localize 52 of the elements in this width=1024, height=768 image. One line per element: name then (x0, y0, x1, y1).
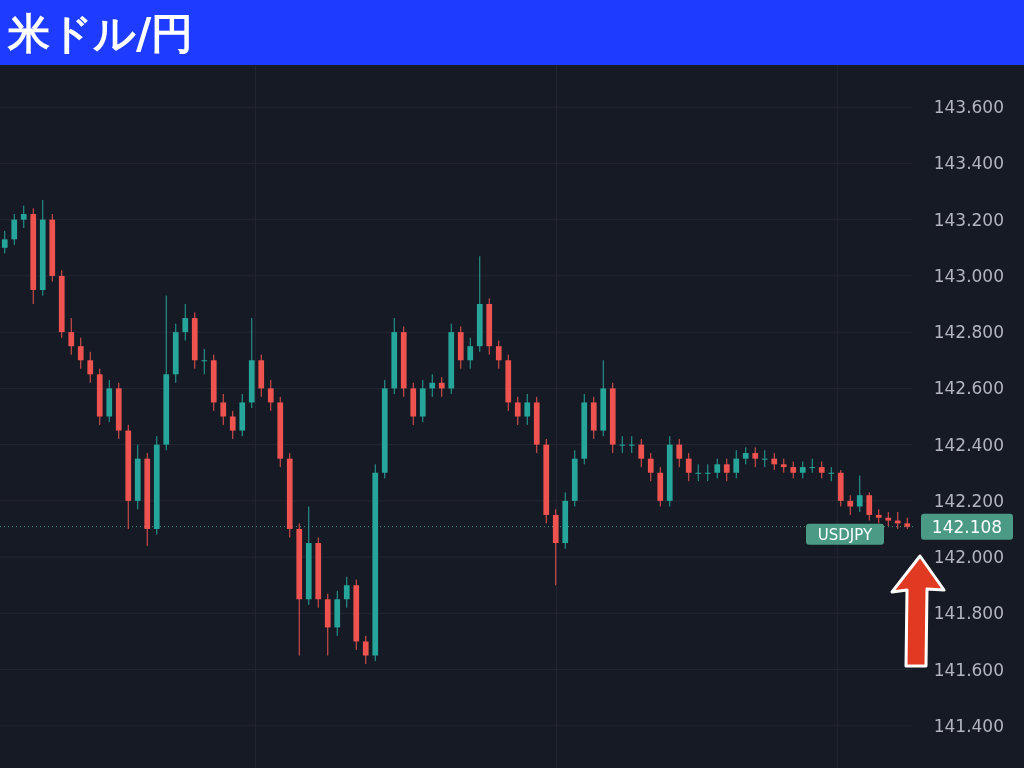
candlestick (429, 373, 436, 398)
y-tick-label: 143.200 (933, 209, 1004, 230)
ref-line-label: USDJPY (817, 525, 874, 544)
y-tick-label: 143.600 (933, 97, 1004, 118)
candlestick (182, 303, 189, 342)
candlestick (866, 491, 873, 522)
candlestick (1, 230, 8, 254)
candlestick (847, 494, 854, 516)
candlestick (828, 466, 835, 482)
y-tick-label: 142.200 (933, 490, 1004, 511)
candlestick (362, 635, 369, 665)
candlestick (11, 213, 18, 246)
candlestick (68, 317, 75, 356)
candlestick (220, 393, 227, 426)
candlestick (495, 340, 502, 370)
y-tick-label: 143.400 (933, 153, 1004, 174)
y-tick-label: 141.800 (933, 603, 1004, 624)
candlestick (761, 449, 768, 468)
candlestick (229, 410, 236, 440)
candlestick (752, 446, 759, 468)
candlestick (733, 449, 740, 479)
candlestick (628, 435, 635, 454)
candlestick (77, 337, 84, 370)
candlestick (723, 458, 730, 482)
y-tick-label: 142.400 (933, 434, 1004, 455)
chart-title: 米ドル/円 (7, 9, 194, 58)
candlestick (201, 348, 208, 375)
y-tick-label: 141.400 (933, 715, 1004, 736)
candlestick (438, 376, 445, 398)
y-tick-label: 143.000 (933, 265, 1004, 286)
candlestick (676, 438, 683, 468)
text: 142.108 (931, 516, 1003, 537)
y-tick-label: 142.000 (933, 547, 1004, 568)
candlestick (524, 393, 531, 426)
candlestick (267, 379, 274, 412)
candlestick (20, 205, 27, 229)
candlestick (647, 452, 654, 482)
y-tick-label: 142.800 (933, 322, 1004, 343)
candlestick (685, 452, 692, 482)
candlestick (638, 438, 645, 468)
candlestick (343, 576, 350, 609)
y-tick-label: 142.600 (933, 378, 1004, 399)
candlestick (704, 463, 711, 482)
candlestick (714, 458, 721, 479)
y-tick-label: 141.600 (933, 659, 1004, 680)
candlestick (809, 458, 816, 474)
candlestick (87, 351, 94, 384)
candlestick (619, 435, 626, 454)
candlestick (467, 337, 474, 370)
candlestick (514, 396, 521, 426)
candlestick (695, 463, 702, 482)
candlestick (856, 475, 863, 513)
